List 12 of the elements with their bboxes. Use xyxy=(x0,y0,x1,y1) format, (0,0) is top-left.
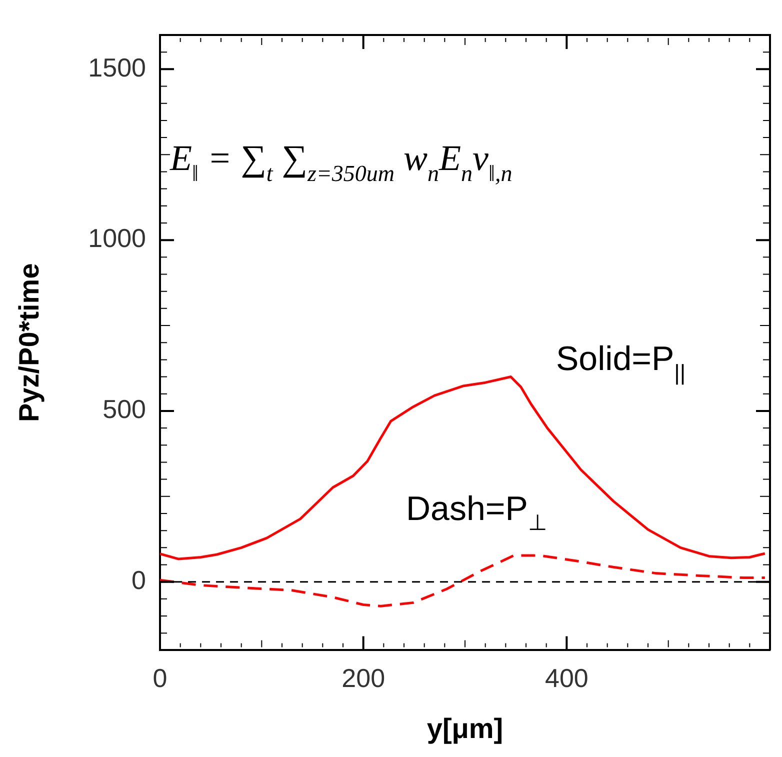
y-tick-label: 1500 xyxy=(88,52,146,82)
line-series xyxy=(160,554,766,608)
y-axis-title: Pyz/P0*time xyxy=(14,263,45,422)
annotation: Dash=P⊥ xyxy=(406,490,547,536)
x-tick-label: 0 xyxy=(152,662,168,693)
annotation: Solid=P|| xyxy=(556,340,686,386)
y-tick-label: 1000 xyxy=(88,223,146,254)
x-axis-title: y[μm] xyxy=(426,712,504,744)
x-tick-label: 200 xyxy=(342,662,386,693)
y-tick-label: 500 xyxy=(102,394,146,424)
y-tick-label: 0 xyxy=(132,565,146,596)
x-tick-label: 400 xyxy=(544,662,588,693)
